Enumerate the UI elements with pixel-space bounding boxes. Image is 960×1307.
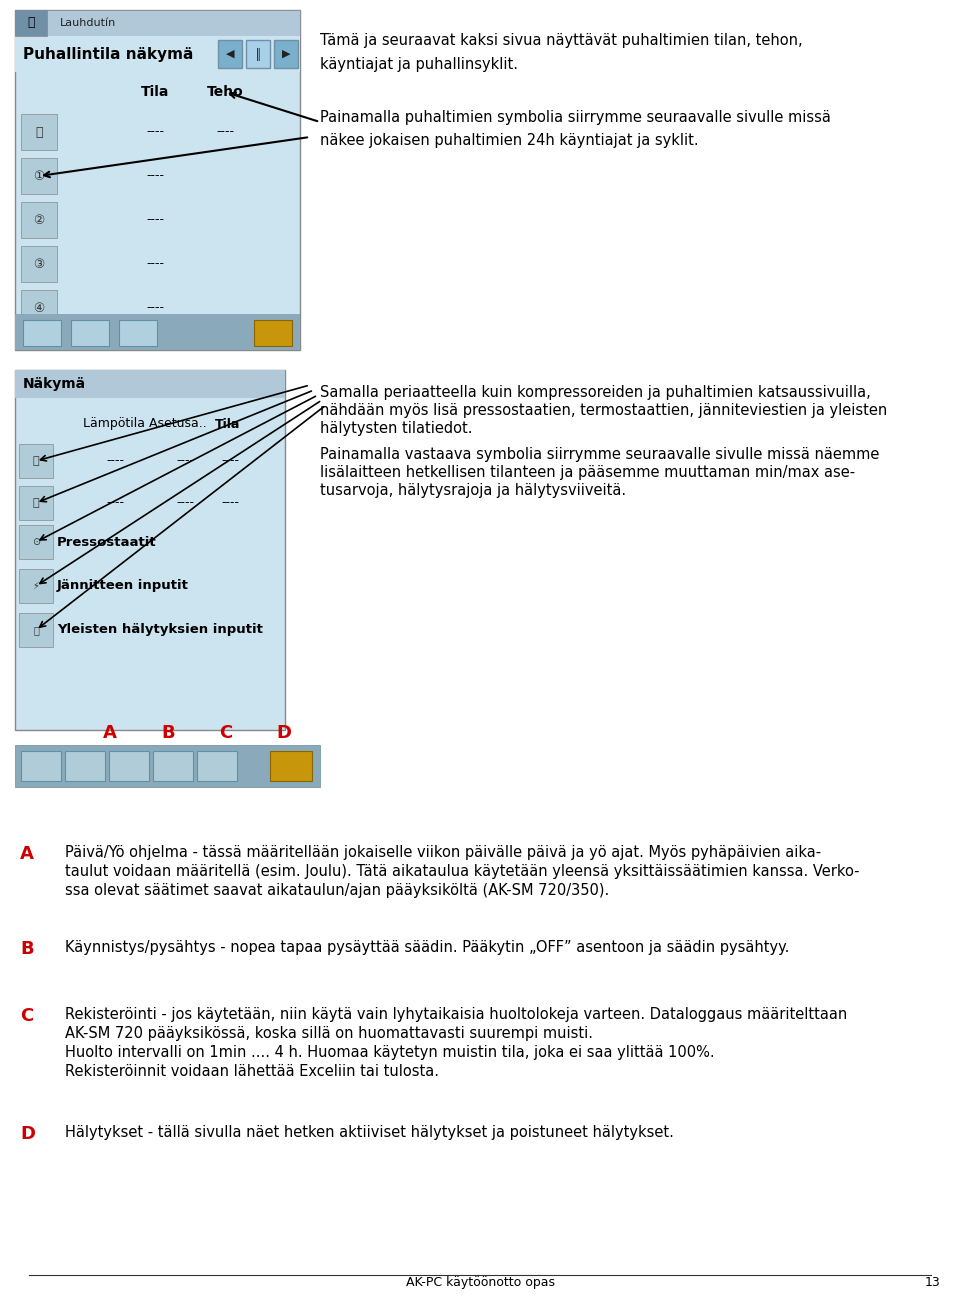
Bar	[21, 290, 57, 325]
Text: Näkymä: Näkymä	[23, 376, 86, 391]
Text: AK-SM 720 pääyksikössä, koska sillä on huomattavasti suurempi muisti.: AK-SM 720 pääyksikössä, koska sillä on h…	[65, 1026, 593, 1040]
Text: ◀: ◀	[226, 48, 234, 59]
Text: Huolto intervalli on 1min .... 4 h. Huomaa käytetyn muistin tila, joka ei saa yl: Huolto intervalli on 1min .... 4 h. Huom…	[65, 1046, 714, 1060]
Text: Teho: Teho	[206, 85, 244, 99]
Bar	[15, 370, 285, 731]
Text: lisälaitteen hetkellisen tilanteen ja pääsemme muuttaman min/max ase-: lisälaitteen hetkellisen tilanteen ja pä…	[320, 465, 855, 480]
Bar	[119, 320, 157, 346]
Bar	[15, 10, 300, 350]
Text: ----: ----	[176, 497, 194, 510]
Bar	[109, 752, 149, 782]
Text: Tämä ja seuraavat kaksi sivua näyttävät puhaltimien tilan, tehon,: Tämä ja seuraavat kaksi sivua näyttävät …	[320, 33, 803, 48]
Text: ║: ║	[254, 47, 261, 60]
Text: B: B	[20, 940, 34, 958]
Text: ----: ----	[146, 213, 164, 226]
Bar	[218, 41, 242, 68]
Bar	[21, 114, 57, 150]
Text: C: C	[20, 1006, 34, 1025]
Text: Tila: Tila	[215, 417, 240, 430]
Text: Hälytykset - tällä sivulla näet hetken aktiiviset hälytykset ja poistuneet hälyt: Hälytykset - tällä sivulla näet hetken a…	[65, 1125, 674, 1140]
Text: AK-PC käytöönotto opas: AK-PC käytöönotto opas	[405, 1276, 555, 1289]
Bar	[65, 752, 105, 782]
Text: A: A	[20, 846, 34, 863]
Bar	[15, 314, 300, 350]
Bar	[15, 37, 300, 72]
Text: näkee jokaisen puhaltimien 24h käyntiajat ja syklit.: näkee jokaisen puhaltimien 24h käyntiaja…	[320, 133, 699, 148]
Text: käyntiajat ja puhallinsyklit.: käyntiajat ja puhallinsyklit.	[320, 58, 518, 72]
Bar	[254, 320, 292, 346]
Bar	[15, 745, 320, 787]
Text: ----: ----	[221, 497, 239, 510]
Text: ④: ④	[34, 302, 44, 315]
Bar	[19, 444, 53, 478]
Text: 🎮: 🎮	[33, 498, 39, 508]
Bar	[15, 370, 285, 399]
Bar	[153, 752, 193, 782]
Bar	[21, 203, 57, 238]
Bar	[21, 246, 57, 282]
Text: Lauhdutín: Lauhdutín	[60, 18, 116, 27]
Text: Samalla periaatteella kuin kompressoreiden ja puhaltimien katsaussivuilla,: Samalla periaatteella kuin kompressoreid…	[320, 386, 871, 400]
Bar	[21, 752, 61, 782]
Text: Painamalla vastaava symbolia siirrymme seuraavalle sivulle missä näemme: Painamalla vastaava symbolia siirrymme s…	[320, 447, 879, 461]
Text: ----: ----	[106, 497, 124, 510]
Bar	[197, 752, 237, 782]
Text: Lämpötila Asetusa..: Lämpötila Asetusa..	[83, 417, 206, 430]
Bar	[15, 10, 300, 37]
Bar	[274, 41, 298, 68]
Text: D: D	[20, 1125, 35, 1144]
Bar	[15, 10, 47, 37]
Bar	[23, 320, 61, 346]
Text: ----: ----	[146, 302, 164, 315]
Text: 🔒: 🔒	[27, 17, 35, 30]
Bar	[19, 613, 53, 647]
Text: ----: ----	[176, 455, 194, 468]
Text: ----: ----	[146, 170, 164, 183]
Bar	[19, 486, 53, 520]
Text: 🔔: 🔔	[33, 625, 39, 635]
Bar	[270, 752, 312, 782]
Text: ----: ----	[216, 125, 234, 139]
Text: ③: ③	[34, 257, 44, 271]
Text: D: D	[276, 724, 292, 742]
Bar	[19, 525, 53, 559]
Text: Yleisten hälytyksien inputit: Yleisten hälytyksien inputit	[57, 623, 263, 637]
Text: Tila: Tila	[141, 85, 169, 99]
Text: ⊙: ⊙	[32, 537, 40, 548]
Text: ----: ----	[106, 455, 124, 468]
Text: ▶: ▶	[281, 48, 290, 59]
Text: B: B	[161, 724, 175, 742]
Text: 13: 13	[924, 1276, 940, 1289]
Bar	[19, 569, 53, 603]
Text: taulut voidaan määritellä (esim. Joulu). Tätä aikataulua käytetään yleensä yksit: taulut voidaan määritellä (esim. Joulu).…	[65, 864, 859, 880]
Text: tusarvoja, hälytysrajoja ja hälytysviiveitä.: tusarvoja, hälytysrajoja ja hälytysviive…	[320, 484, 626, 498]
Text: C: C	[220, 724, 232, 742]
Text: Päivä/Yö ohjelma - tässä määritellään jokaiselle viikon päivälle päivä ja yö aja: Päivä/Yö ohjelma - tässä määritellään jo…	[65, 846, 821, 860]
Text: 🫙: 🫙	[33, 456, 39, 467]
Text: Jännitteen inputit: Jännitteen inputit	[57, 579, 189, 592]
Text: Painamalla puhaltimien symbolia siirrymme seuraavalle sivulle missä: Painamalla puhaltimien symbolia siirrymm…	[320, 110, 830, 125]
Text: 🎮: 🎮	[36, 125, 43, 139]
Text: Käynnistys/pysähtys - nopea tapaa pysäyttää säädin. Pääkytin „OFF” asentoon ja s: Käynnistys/pysähtys - nopea tapaa pysäyt…	[65, 940, 789, 955]
Text: Rekisteröinnit voidaan lähettää Exceliin tai tulosta.: Rekisteröinnit voidaan lähettää Exceliin…	[65, 1064, 439, 1080]
Text: Pressostaatit: Pressostaatit	[57, 536, 156, 549]
Bar	[21, 158, 57, 193]
Text: ⚡: ⚡	[33, 582, 39, 591]
Text: A: A	[103, 724, 117, 742]
Text: ssa olevat säätimet saavat aikataulun/ajan pääyksiköltä (AK-SM 720/350).: ssa olevat säätimet saavat aikataulun/aj…	[65, 884, 610, 898]
Text: ----: ----	[146, 257, 164, 271]
Text: Rekisteröinti - jos käytetään, niin käytä vain lyhytaikaisia huoltolokeja vartee: Rekisteröinti - jos käytetään, niin käyt…	[65, 1006, 848, 1022]
Text: hälytysten tilatiedot.: hälytysten tilatiedot.	[320, 421, 472, 437]
Text: Puhallintila näkymä: Puhallintila näkymä	[23, 47, 193, 61]
Text: ----: ----	[221, 455, 239, 468]
Text: nähdään myös lisä pressostaatien, termostaattien, jänniteviestien ja yleisten: nähdään myös lisä pressostaatien, termos…	[320, 403, 887, 418]
Text: ①: ①	[34, 170, 44, 183]
Text: ②: ②	[34, 213, 44, 226]
Bar	[71, 320, 109, 346]
Text: ----: ----	[146, 125, 164, 139]
Bar	[246, 41, 270, 68]
